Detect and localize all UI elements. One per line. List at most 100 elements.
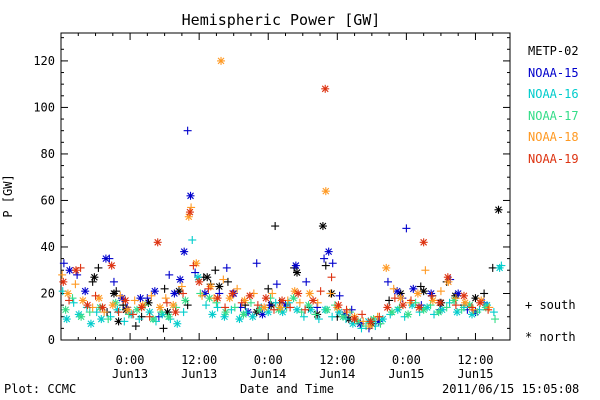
- legend-item-noaa-18: NOAA-18: [528, 130, 579, 144]
- point-metp-02-south: [112, 287, 121, 296]
- point-noaa-18-south: [451, 294, 460, 303]
- point-noaa-16-south: [497, 261, 506, 270]
- point-noaa-15-south: [73, 270, 82, 279]
- point-noaa-18-south: [436, 287, 445, 296]
- point-noaa-16-south: [179, 308, 188, 317]
- legend-south-marker: + south: [525, 298, 576, 312]
- point-noaa-17-south: [246, 298, 255, 307]
- point-metp-02-south: [488, 263, 497, 272]
- legend-north-marker: * north: [525, 330, 576, 344]
- x-tick-time-label: 0:00: [254, 353, 283, 367]
- point-noaa-19-north: [294, 289, 303, 298]
- x-tick-date-label: Jun13: [112, 367, 148, 381]
- point-noaa-15-south: [328, 259, 337, 268]
- point-noaa-17-north: [77, 312, 86, 321]
- point-metp-02-north: [90, 273, 99, 282]
- point-noaa-18-north: [156, 303, 165, 312]
- point-noaa-15-south: [302, 277, 311, 286]
- point-noaa-18-south: [268, 289, 277, 298]
- x-tick-time-label: 0:00: [392, 353, 421, 367]
- point-noaa-16-south: [357, 324, 366, 333]
- point-metp-02-north: [494, 205, 503, 214]
- point-noaa-18-south: [187, 203, 196, 212]
- point-noaa-19-south: [179, 289, 188, 298]
- point-noaa-19-south: [375, 312, 384, 321]
- legend-item-noaa-16: NOAA-16: [528, 87, 579, 101]
- point-noaa-19-south: [189, 261, 198, 270]
- point-noaa-19-south: [269, 305, 278, 314]
- y-axis-label: P [GW]: [1, 174, 15, 217]
- point-metp-02-south: [94, 263, 103, 272]
- point-noaa-18-north: [225, 294, 234, 303]
- point-noaa-15-south: [59, 259, 68, 268]
- point-noaa-19-south: [390, 294, 399, 303]
- point-noaa-18-north: [321, 187, 330, 196]
- x-tick-date-label: Jun14: [319, 367, 355, 381]
- point-noaa-18-north: [63, 289, 72, 298]
- point-metp-02-south: [264, 284, 273, 293]
- point-noaa-19-south: [91, 291, 100, 300]
- point-noaa-19-south: [427, 291, 436, 300]
- point-noaa-18-north: [428, 296, 437, 305]
- point-metp-02-south: [271, 222, 280, 231]
- y-tick-label: 100: [33, 100, 55, 114]
- point-noaa-17-south: [442, 303, 451, 312]
- point-noaa-15-north: [65, 266, 74, 275]
- point-noaa-18-north: [276, 303, 285, 312]
- y-tick-label: 60: [41, 193, 55, 207]
- point-noaa-19-north: [245, 291, 254, 300]
- y-tick-label: 40: [41, 240, 55, 254]
- point-noaa-15-south: [402, 224, 411, 233]
- point-noaa-15-north: [324, 247, 333, 256]
- point-noaa-19-north: [185, 208, 194, 217]
- point-metp-02-north: [114, 317, 123, 326]
- point-noaa-19-north: [398, 301, 407, 310]
- point-noaa-19-south: [162, 298, 171, 307]
- point-noaa-16-north: [248, 312, 257, 321]
- point-noaa-15-north: [176, 275, 185, 284]
- point-noaa-19-north: [415, 303, 424, 312]
- point-noaa-18-north: [290, 287, 299, 296]
- point-noaa-18-north: [260, 303, 269, 312]
- point-noaa-18-south: [147, 291, 156, 300]
- point-noaa-18-north: [169, 301, 178, 310]
- point-noaa-17-south: [157, 308, 166, 317]
- point-noaa-16-north: [62, 315, 71, 324]
- point-noaa-19-south: [253, 301, 262, 310]
- plot-area: 0204060801001200:00Jun1312:00Jun130:00Ju…: [33, 32, 511, 381]
- point-noaa-19-north: [334, 301, 343, 310]
- legend-item-metp-02: METP-02: [528, 44, 579, 58]
- point-metp-02-south: [480, 289, 489, 298]
- point-noaa-16-south: [328, 312, 337, 321]
- footer-timestamp: 2011/06/15 15:05:08: [442, 382, 580, 396]
- point-noaa-16-south: [202, 301, 211, 310]
- point-noaa-17-south: [212, 298, 221, 307]
- point-noaa-16-north: [86, 319, 95, 328]
- point-metp-02-south: [159, 324, 168, 333]
- legend-item-noaa-15: NOAA-15: [528, 65, 579, 80]
- point-noaa-19-south: [406, 296, 415, 305]
- point-noaa-16-south: [415, 308, 424, 317]
- point-noaa-15-north: [291, 261, 300, 270]
- point-noaa-17-south: [85, 308, 94, 317]
- point-noaa-19-south: [451, 301, 460, 310]
- point-noaa-19-south: [128, 310, 137, 319]
- point-noaa-16-south: [92, 308, 101, 317]
- point-noaa-18-south: [219, 275, 228, 284]
- point-noaa-17-north: [181, 296, 190, 305]
- point-noaa-15-south: [105, 254, 114, 263]
- point-metp-02-south: [160, 284, 169, 293]
- point-metp-02-south: [385, 296, 394, 305]
- point-noaa-19-south: [76, 263, 85, 272]
- point-noaa-16-south: [489, 308, 498, 317]
- point-noaa-19-north: [137, 303, 146, 312]
- point-noaa-19-south: [114, 308, 123, 317]
- footer-x-axis-label: Date and Time: [240, 382, 334, 396]
- point-noaa-15-north: [150, 287, 159, 296]
- point-noaa-17-south: [376, 319, 385, 328]
- point-noaa-18-north: [396, 294, 405, 303]
- point-noaa-19-south: [237, 298, 246, 307]
- point-noaa-19-north: [350, 315, 359, 324]
- point-noaa-19-north: [83, 301, 92, 310]
- point-noaa-19-north: [228, 289, 237, 298]
